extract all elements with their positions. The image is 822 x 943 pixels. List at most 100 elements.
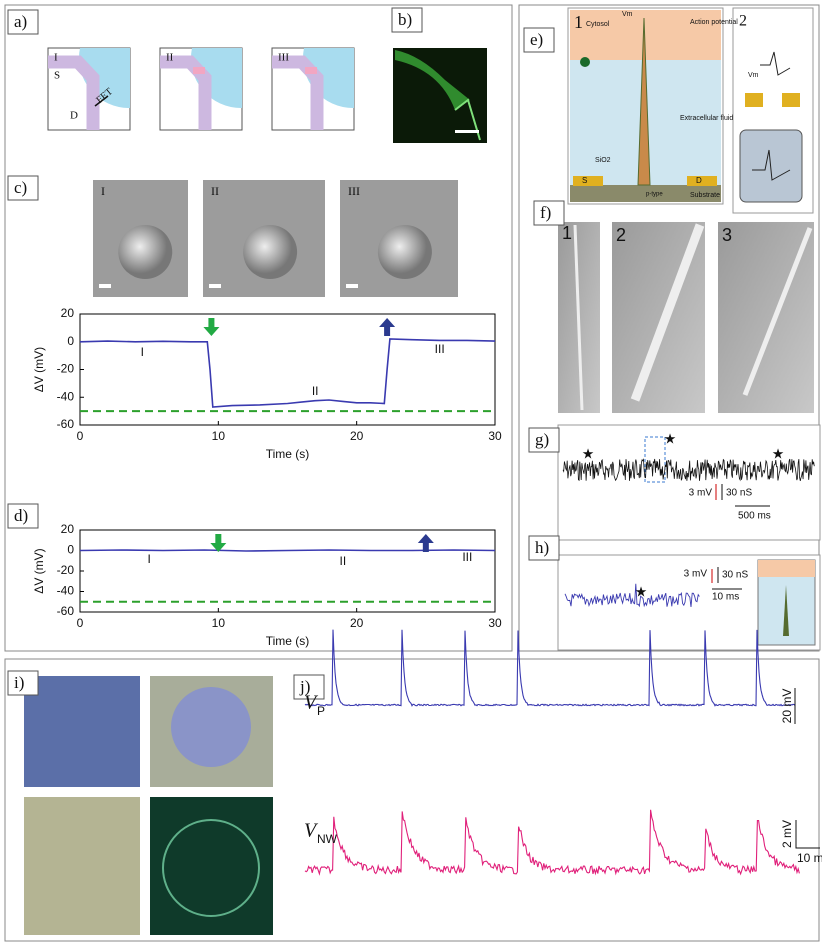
trace-label: P <box>317 704 325 718</box>
scale-bar <box>346 284 358 288</box>
x-tick-label: 20 <box>350 616 364 630</box>
diagram-label: D <box>696 176 702 185</box>
annotation: I <box>141 345 144 359</box>
image-label: 3 <box>722 225 732 245</box>
image <box>150 797 273 935</box>
diagram-label: 2 <box>739 13 747 30</box>
cell <box>118 225 172 279</box>
diagram-label: SiO2 <box>595 157 611 164</box>
star: ★ <box>664 431 677 447</box>
label: 500 ms <box>738 511 771 522</box>
image-label: II <box>211 184 219 198</box>
electrode <box>745 93 763 107</box>
panel-label: d) <box>14 506 28 525</box>
scale-bar <box>209 284 221 288</box>
panel-label: c) <box>14 178 27 197</box>
annotation: III <box>435 342 445 356</box>
panel-label: h) <box>535 538 549 557</box>
y-tick-label: -40 <box>57 389 75 403</box>
x-tick-label: 0 <box>77 429 84 443</box>
label: I <box>54 52 58 64</box>
x-axis-label: Time (s) <box>266 634 310 648</box>
star: ★ <box>635 584 648 600</box>
panel-label: g) <box>535 430 549 449</box>
image <box>24 797 140 935</box>
diagram-label: Substrate <box>690 192 720 199</box>
trace-box <box>558 425 820 540</box>
label: 30 nS <box>722 570 748 581</box>
annotation: II <box>312 384 319 398</box>
event-arrow <box>203 318 219 336</box>
inset <box>758 560 815 577</box>
panel-label: a) <box>14 12 27 31</box>
scale-bar <box>99 284 111 288</box>
y-tick-label: 20 <box>61 522 75 536</box>
image-label: III <box>348 184 360 198</box>
diagram-label: Extracellular fluid <box>680 115 733 122</box>
y-axis-label: ΔV (mV) <box>32 548 46 593</box>
label: 2 mV <box>780 820 794 848</box>
event-arrow <box>418 534 434 552</box>
y-tick-label: 0 <box>67 543 74 557</box>
x-tick-label: 30 <box>488 616 502 630</box>
y-tick-label: -20 <box>57 362 75 376</box>
label: D <box>70 110 78 122</box>
plot-frame <box>80 314 495 425</box>
y-tick-label: 20 <box>61 306 75 320</box>
image-detail <box>171 687 251 767</box>
diagram-label: p-type <box>646 192 663 198</box>
label: 20 mV <box>780 689 794 724</box>
x-tick-label: 10 <box>212 429 226 443</box>
fet <box>305 67 317 74</box>
y-tick-label: -60 <box>57 604 75 618</box>
image <box>24 676 140 787</box>
image-label: 2 <box>616 225 626 245</box>
x-tick-label: 20 <box>350 429 364 443</box>
annotation: I <box>147 552 150 566</box>
event-arrow <box>379 318 395 336</box>
y-tick-label: -20 <box>57 563 75 577</box>
cell <box>243 225 297 279</box>
image-label: I <box>101 184 105 198</box>
x-tick-label: 10 <box>212 616 226 630</box>
panel-label: f) <box>540 203 551 222</box>
image-label: 1 <box>562 223 572 243</box>
panel-label: e) <box>530 30 543 49</box>
panel-label: b) <box>398 10 412 29</box>
star: ★ <box>772 446 785 462</box>
x-axis-label: Time (s) <box>266 447 310 461</box>
label: II <box>166 52 174 64</box>
line <box>80 550 495 551</box>
y-tick-label: -40 <box>57 584 75 598</box>
diagram-label: S <box>582 176 587 185</box>
x-tick-label: 30 <box>488 429 502 443</box>
trace <box>305 810 799 874</box>
scale-bar <box>455 130 479 133</box>
diagram-label: Vm <box>748 72 759 79</box>
star: ★ <box>582 446 595 462</box>
cell <box>378 225 432 279</box>
x-tick-label: 0 <box>77 616 84 630</box>
y-tick-label: 0 <box>67 334 74 348</box>
scale-bar <box>796 820 820 848</box>
trace-label: NW <box>317 832 338 846</box>
label: S <box>54 70 60 82</box>
label: 10 ms <box>712 592 739 603</box>
annotation: III <box>462 550 472 564</box>
electrode <box>573 176 603 186</box>
electrode <box>782 93 800 107</box>
label: 10 m <box>797 851 822 865</box>
diagram-label: 1 <box>574 12 583 32</box>
icon <box>580 57 590 67</box>
panel-label: i) <box>14 673 24 692</box>
electrode <box>687 176 717 186</box>
page: {"panel_labels": ["a)", "b)", "c)", "d)"… <box>0 0 822 943</box>
y-tick-label: -60 <box>57 417 75 431</box>
diagram-label: Cytosol <box>586 21 610 28</box>
label: 3 mV <box>689 488 713 499</box>
label: III <box>278 52 289 64</box>
fet <box>193 67 205 74</box>
label: 3 mV <box>684 569 708 580</box>
label: 30 nS <box>726 488 752 499</box>
annotation: II <box>339 554 346 568</box>
